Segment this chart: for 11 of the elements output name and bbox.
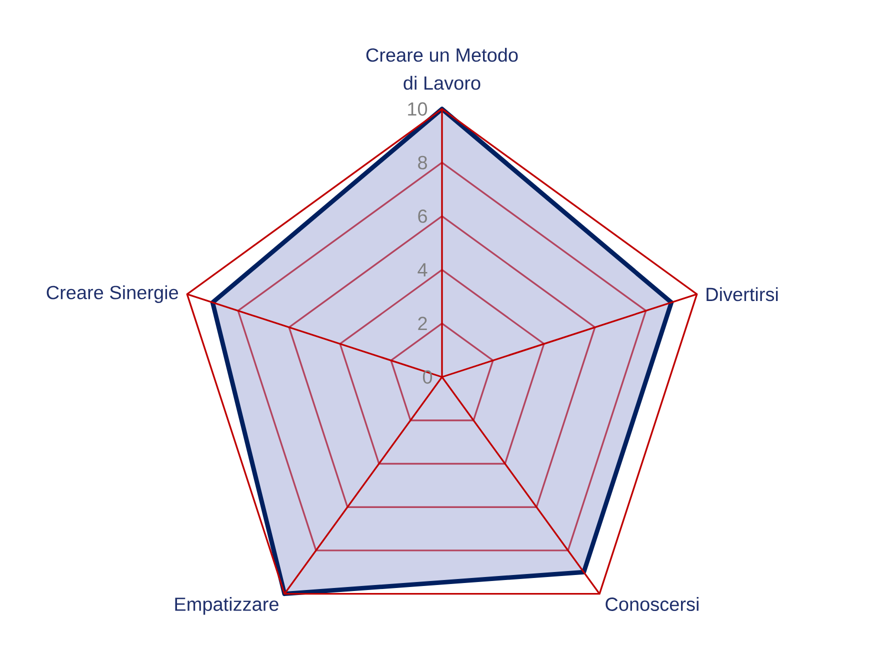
y-tick-label: 4 (418, 263, 428, 276)
y-tick-label: 10 (408, 102, 428, 116)
spoke-label: Conoscersi (606, 597, 698, 611)
spoke-label: Creare un Metodo di Lavoro (366, 48, 518, 90)
y-tick-label: 6 (418, 209, 427, 223)
spoke-label: Empatizzare (175, 597, 278, 615)
y-tick-label: 8 (418, 156, 427, 170)
spoke-label: Divertirsi (706, 287, 778, 302)
y-tick-label: 0 (422, 370, 432, 384)
spoke-label: Creare Sinergie (46, 285, 178, 304)
y-tick-label: 2 (418, 316, 427, 330)
